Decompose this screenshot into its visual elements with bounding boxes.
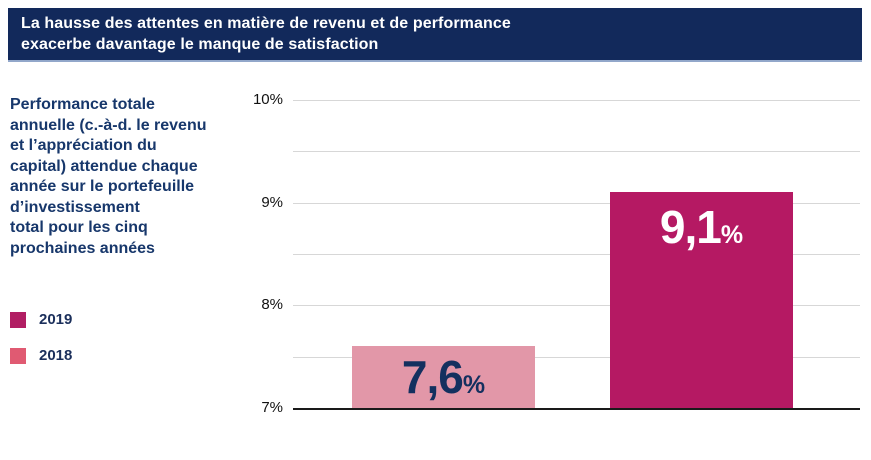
legend-swatch-2018 [10,347,26,364]
percent-sign: % [462,371,486,399]
y-tick-7: 7% [261,399,283,416]
gridline [293,356,860,358]
gridline [293,202,860,204]
plot-area: 7,6% 9,1% [293,100,860,410]
chart-description: Performance totale annuelle (c.-à-d. le … [10,96,207,257]
legend-label-2018: 2018 [39,347,73,364]
percent-sign: % [720,221,744,249]
title-banner: La hausse des attentes en matière de rev… [8,8,862,62]
bar-value-label-2018: 7,6% [402,346,485,408]
gridline [293,100,860,101]
bar-2018: 7,6% [352,346,535,408]
legend-item-2019: 2019 [10,311,72,328]
y-axis-tick-labels: 10% 9% 8% 7% [233,91,283,416]
gridline [293,305,860,307]
bar-value-label-2019: 9,1% [660,192,743,258]
y-tick-10: 10% [252,91,283,108]
bar-value-2019: 9,1 [659,201,722,253]
legend-item-2018: 2018 [10,347,72,364]
gridline [293,254,860,255]
bar-2019: 9,1% [610,192,793,408]
legend-label-2019: 2019 [39,311,73,328]
legend-swatch-2019 [10,311,26,328]
title-line-2: exacerbe davantage le manque de satisfac… [21,36,379,53]
y-tick-9: 9% [261,193,283,211]
title-line-1: La hausse des attentes en matière de rev… [21,15,511,32]
gridline [293,151,860,153]
bar-value-2018: 7,6 [401,351,464,403]
y-tick-8: 8% [261,296,283,314]
legend: 2019 2018 [10,311,72,364]
